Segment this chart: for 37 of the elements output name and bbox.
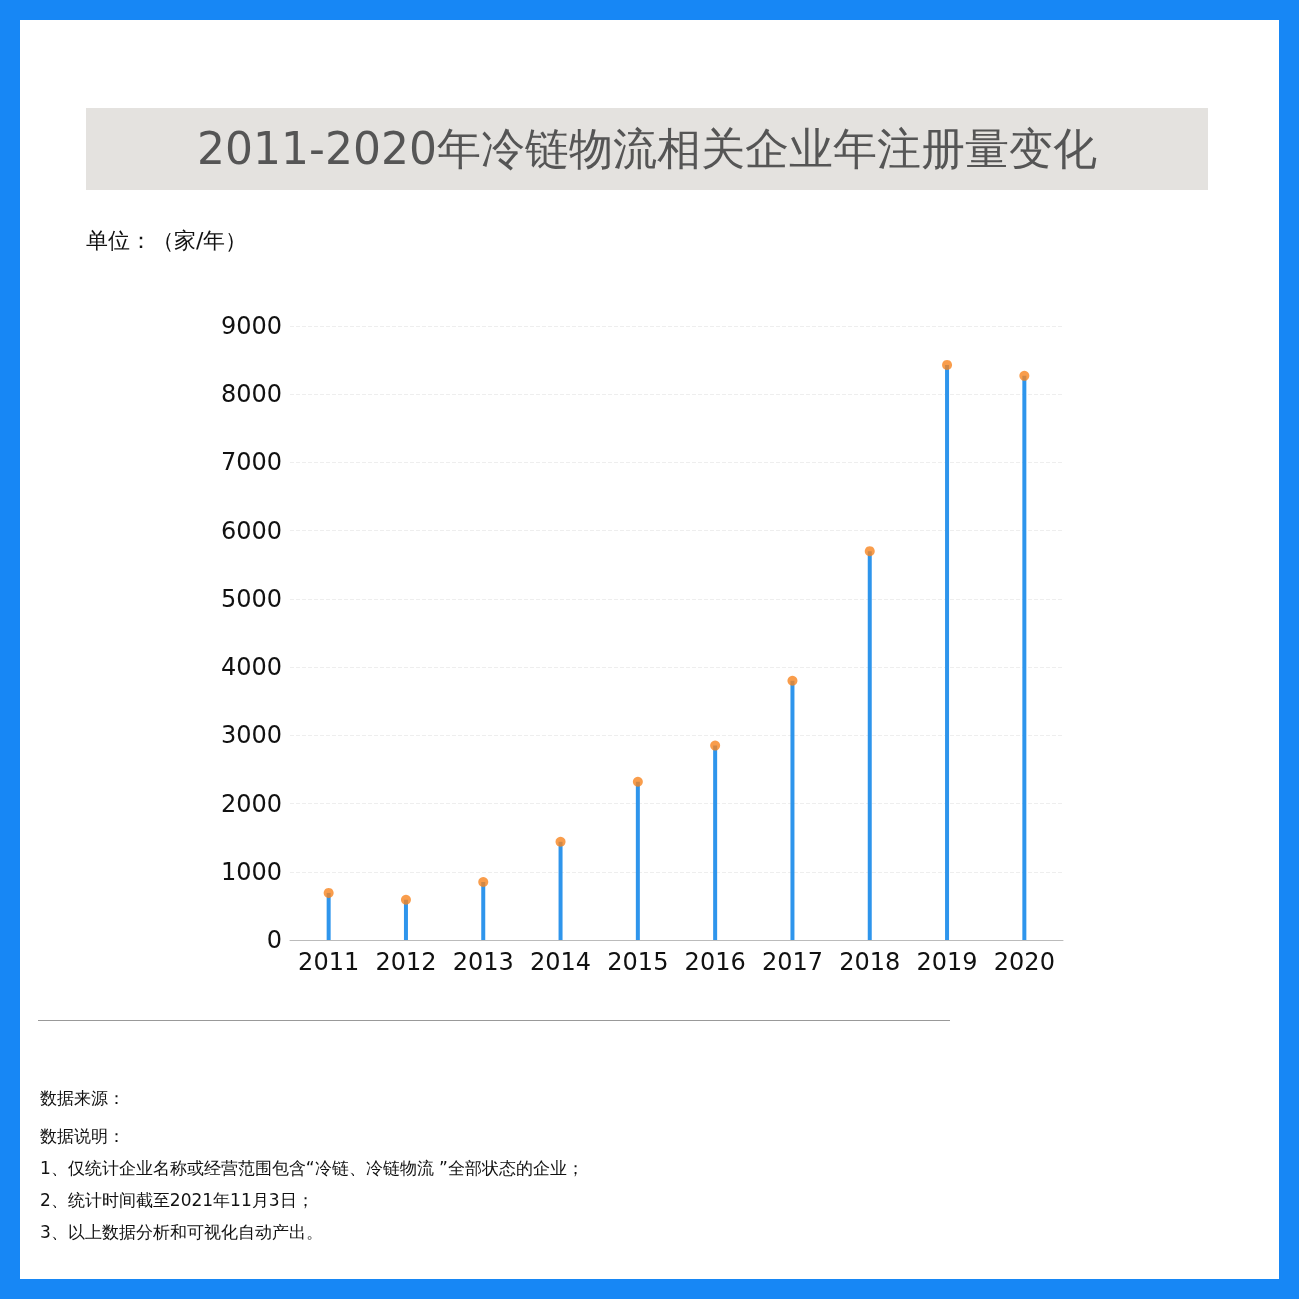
text: 数据说明： [40,1125,126,1148]
y-tick-label: 3000 [220,721,282,750]
x-tick-label: 2016 [684,948,746,976]
x-tick-label: 2019 [916,948,978,976]
y-tick-label: 6000 [220,516,282,545]
point [1019,370,1030,381]
x-tick-label: 2017 [761,948,823,976]
y-tick-label: 0 [266,926,282,954]
y-tick-label: 2000 [220,789,282,818]
x-tick-label: 2012 [375,948,437,976]
point [632,776,643,787]
point [864,546,875,557]
y-tick-label: 7000 [220,448,282,477]
y-tick-label: 8000 [220,380,282,409]
point [400,894,411,905]
x-tick-label: 2020 [993,948,1055,976]
text: 1、仅统计企业名称或经营范围包含“冷链、冷链物流 ”全部状态的企业； [40,1157,584,1180]
point [323,887,334,898]
y-tick-label: 9000 [220,312,282,340]
point [478,877,489,888]
x-tick-label: 2018 [839,948,901,976]
x-tick-label: 2011 [298,948,360,976]
chart-title: 2011-2020年冷链物流相关企业年注册量变化 [86,108,1208,190]
x-tick-label: 2015 [607,948,669,976]
point [710,740,721,751]
y-tick-label: 5000 [220,584,282,613]
point [942,359,953,370]
y-axis-title: 单位：（家/年） [86,227,248,255]
y-tick-label: 4000 [220,653,282,682]
text: 3、以上数据分析和可视化自动产出。 [40,1221,324,1244]
text: 2、统计时间截至2021年11月3日； [40,1189,315,1212]
x-tick-label: 2013 [452,948,514,976]
point [787,675,798,686]
x-tick-label: 2014 [530,948,592,976]
y-tick-label: 1000 [220,857,282,886]
point [555,836,566,847]
source-note: 数据来源： [40,1087,126,1110]
